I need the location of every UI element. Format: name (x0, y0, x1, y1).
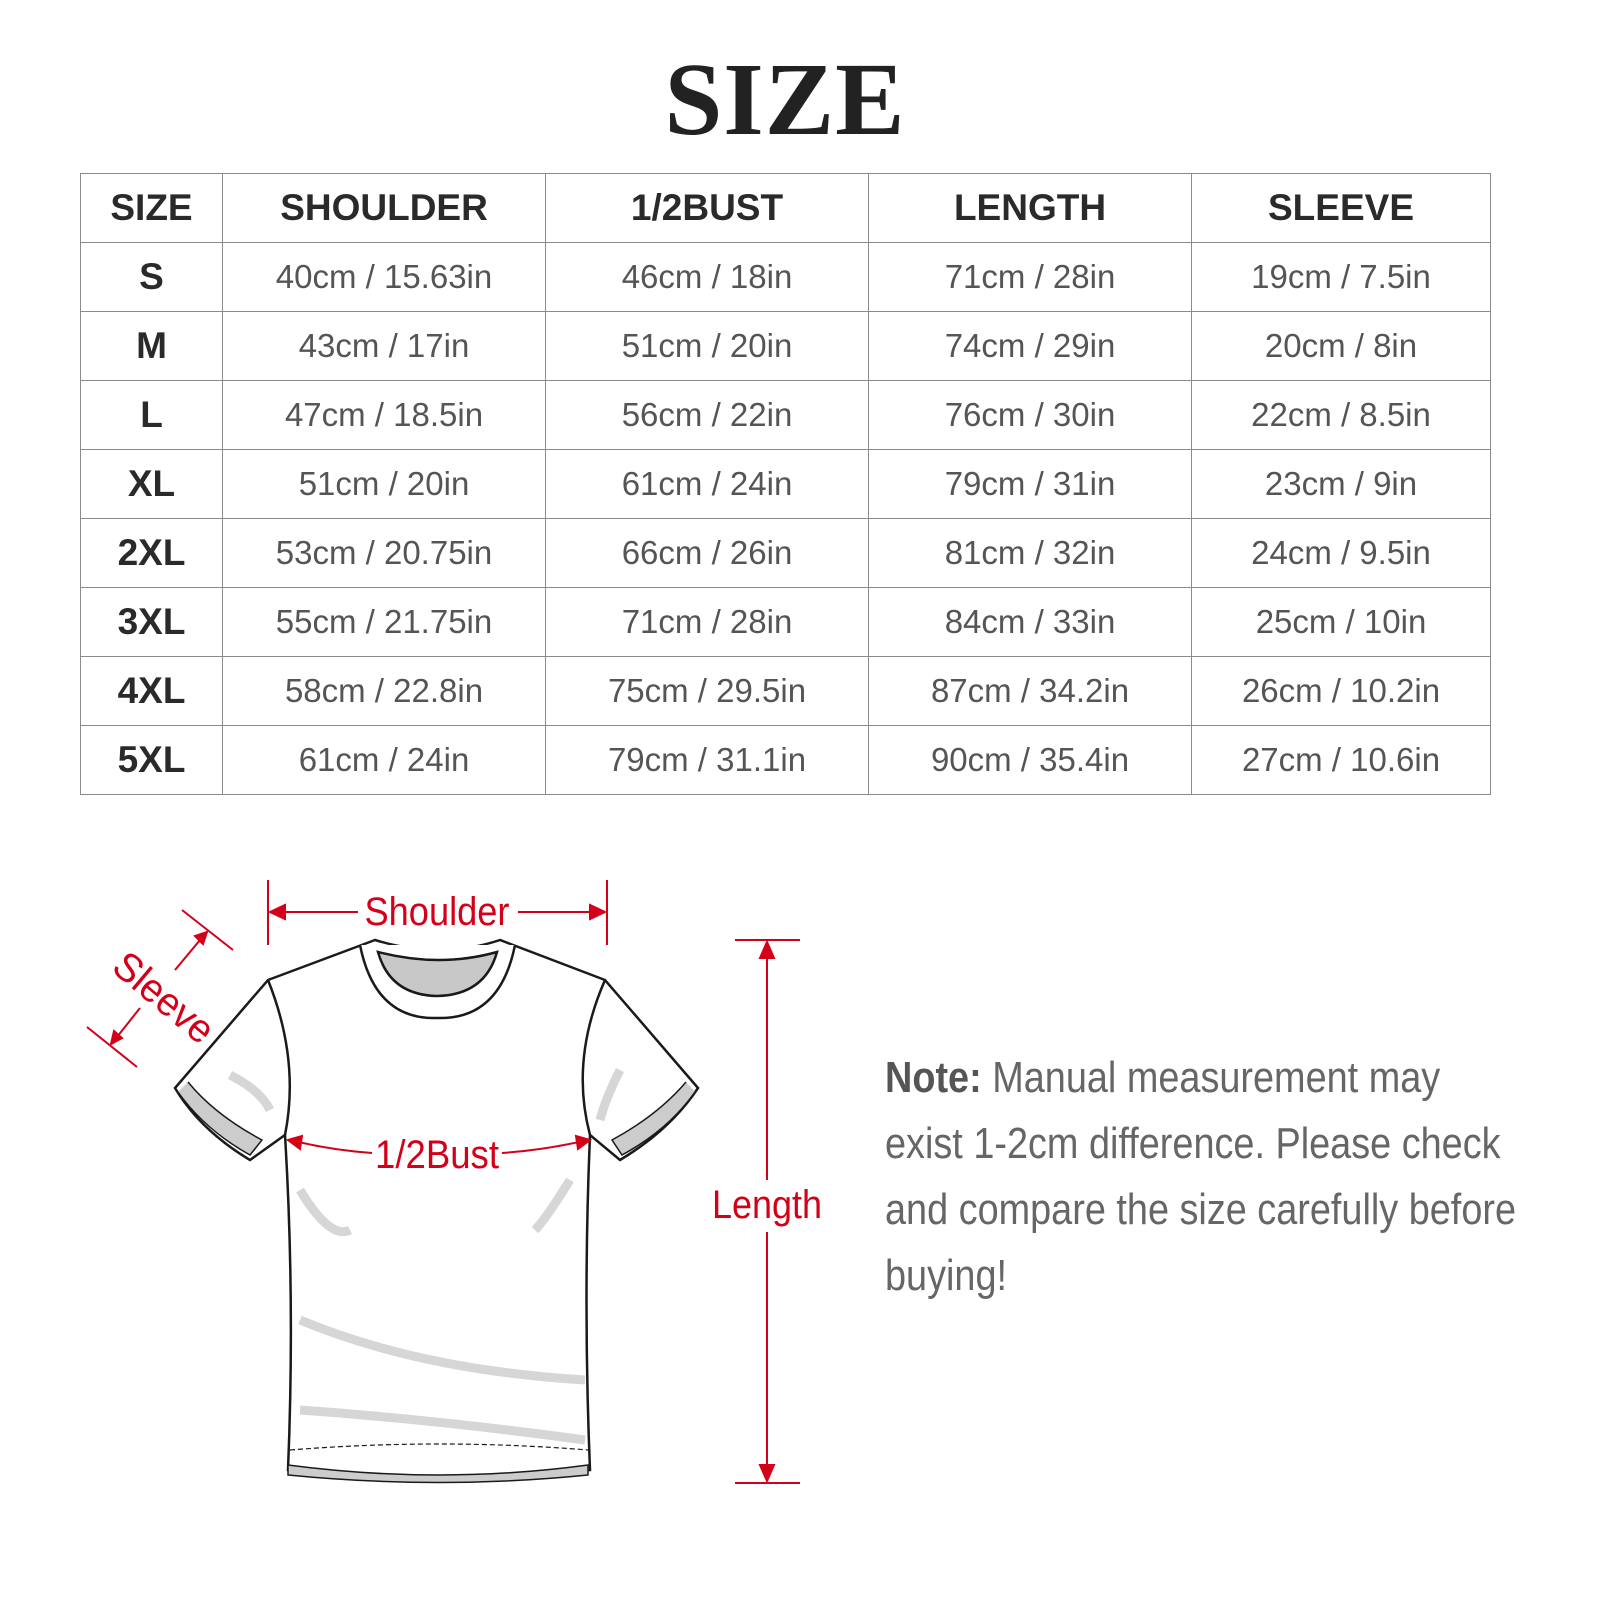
size-cell: 3XL (80, 587, 223, 657)
length-label: Length (712, 1183, 822, 1227)
size-cell: S (80, 242, 223, 312)
size-cell: 2XL (80, 518, 223, 588)
measurement-cell: 51cm / 20in (545, 311, 869, 381)
tshirt-diagram: Shoulder Sleeve 1/2Bust Length (86, 880, 822, 1484)
measurement-cell: 75cm / 29.5in (545, 656, 869, 726)
measurement-cell: 87cm / 34.2in (868, 656, 1192, 726)
size-cell: M (80, 311, 223, 381)
shoulder-label: Shoulder (365, 890, 510, 934)
measurement-cell: 71cm / 28in (545, 587, 869, 657)
measurement-cell: 43cm / 17in (222, 311, 546, 381)
table-row: S 40cm / 15.63in 46cm / 18in 71cm / 28in 19c… (80, 242, 1491, 312)
page-title: SIZE (664, 42, 906, 157)
measurement-cell: 46cm / 18in (545, 242, 869, 312)
measurement-cell: 26cm / 10.2in (1191, 656, 1491, 726)
note-text: Manual measurement may exist 1-2cm diffe… (885, 1053, 1517, 1300)
measurement-cell: 66cm / 26in (545, 518, 869, 588)
size-cell: XL (80, 449, 223, 519)
table-row: XL 51cm / 20in 61cm / 24in 79cm / 31in 23cm … (80, 449, 1491, 519)
measurement-cell: 90cm / 35.4in (868, 725, 1192, 795)
measurement-cell: 47cm / 18.5in (222, 380, 546, 450)
bust-label: 1/2Bust (375, 1133, 499, 1177)
measurement-cell: 51cm / 20in (222, 449, 546, 519)
size-table: SIZE SHOULDER 1/2BUST LENGTH SLEEVE S 40cm / … (80, 173, 1491, 795)
measurement-cell: 81cm / 32in (868, 518, 1192, 588)
table-row: 3XL 55cm / 21.75in 71cm / 28in 84cm / 33in 2… (80, 587, 1491, 657)
table-row: L 47cm / 18.5in 56cm / 22in 76cm / 30in 22cm… (80, 380, 1491, 450)
size-cell: 5XL (80, 725, 223, 795)
column-header: 1/2BUST (545, 173, 869, 243)
measurement-cell: 19cm / 7.5in (1191, 242, 1491, 312)
table-header-row: SIZE SHOULDER 1/2BUST LENGTH SLEEVE (80, 173, 1491, 243)
measurement-cell: 79cm / 31.1in (545, 725, 869, 795)
measurement-cell: 25cm / 10in (1191, 587, 1491, 657)
size-cell: L (80, 380, 223, 450)
measurement-cell: 74cm / 29in (868, 311, 1192, 381)
note-label: Note: (885, 1053, 982, 1102)
measurement-cell: 27cm / 10.6in (1191, 725, 1491, 795)
measurement-cell: 24cm / 9.5in (1191, 518, 1491, 588)
measurement-cell: 40cm / 15.63in (222, 242, 546, 312)
measurement-lines (86, 880, 800, 1484)
column-header: LENGTH (868, 173, 1192, 243)
measurement-cell: 61cm / 24in (222, 725, 546, 795)
table-row: M 43cm / 17in 51cm / 20in 74cm / 29in 20cm /… (80, 311, 1491, 381)
column-header: SHOULDER (222, 173, 546, 243)
size-cell: 4XL (80, 656, 223, 726)
measurement-cell: 84cm / 33in (868, 587, 1192, 657)
measurement-cell: 56cm / 22in (545, 380, 869, 450)
tshirt-illustration (173, 938, 700, 1484)
measurement-cell: 20cm / 8in (1191, 311, 1491, 381)
measurement-cell: 76cm / 30in (868, 380, 1192, 450)
measurement-cell: 55cm / 21.75in (222, 587, 546, 657)
column-header: SIZE (80, 173, 223, 243)
measurement-cell: 23cm / 9in (1191, 449, 1491, 519)
measurement-cell: 53cm / 20.75in (222, 518, 546, 588)
note: Note: Manual measurement may exist 1-2cm… (885, 1045, 1521, 1309)
measurement-cell: 61cm / 24in (545, 449, 869, 519)
table-row: 5XL 61cm / 24in 79cm / 31.1in 90cm / 35.4in… (80, 725, 1491, 795)
table-row: 4XL 58cm / 22.8in 75cm / 29.5in 87cm / 34.2… (80, 656, 1491, 726)
measurement-cell: 22cm / 8.5in (1191, 380, 1491, 450)
measurement-cell: 58cm / 22.8in (222, 656, 546, 726)
column-header: SLEEVE (1191, 173, 1491, 243)
measurement-cell: 79cm / 31in (868, 449, 1192, 519)
sleeve-label: Sleeve (104, 943, 223, 1053)
table-row: 2XL 53cm / 20.75in 66cm / 26in 81cm / 32in 2… (80, 518, 1491, 588)
measurement-cell: 71cm / 28in (868, 242, 1192, 312)
